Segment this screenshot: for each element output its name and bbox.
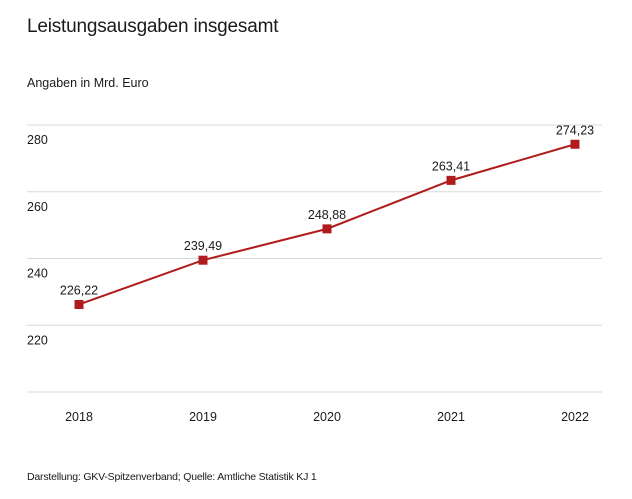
data-label: 239,49 — [184, 239, 222, 253]
series-line — [74, 139, 580, 309]
chart-title: Leistungsausgaben insgesamt — [27, 16, 279, 37]
y-tick-label: 240 — [27, 267, 48, 281]
data-label: 248,88 — [308, 208, 346, 222]
y-tick-label: 220 — [27, 333, 48, 347]
x-tick-label: 2020 — [313, 410, 341, 424]
x-tick-label: 2018 — [65, 410, 93, 424]
x-tick-label: 2019 — [189, 410, 217, 424]
data-labels: 226,22 239,49 248,88 263,41 274,23 — [60, 123, 594, 297]
chart-subtitle: Angaben in Mrd. Euro — [27, 76, 149, 90]
data-label: 274,23 — [556, 123, 594, 137]
gridlines — [27, 124, 602, 393]
data-point-marker — [570, 139, 580, 149]
x-axis-ticks: 2018 2019 2020 2021 2022 — [65, 410, 589, 424]
source-note: Darstellung: GKV-Spitzenverband; Quelle:… — [27, 471, 317, 483]
y-axis-ticks: 220 240 260 280 — [27, 133, 48, 347]
x-tick-label: 2021 — [437, 410, 465, 424]
data-label: 263,41 — [432, 159, 470, 173]
data-point-marker — [74, 299, 84, 309]
data-point-marker — [322, 224, 332, 234]
x-tick-label: 2022 — [561, 410, 589, 424]
data-label: 226,22 — [60, 283, 98, 297]
y-tick-label: 280 — [27, 133, 48, 147]
y-tick-label: 260 — [27, 200, 48, 214]
data-point-marker — [198, 255, 208, 265]
data-point-marker — [446, 175, 456, 185]
